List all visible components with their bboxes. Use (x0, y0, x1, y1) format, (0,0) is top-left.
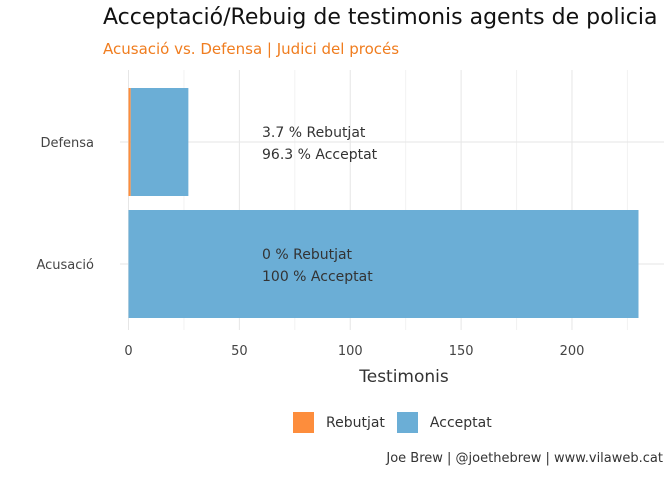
bar-annotation: 100 % Acceptat (262, 269, 373, 285)
x-axis-title: Testimonis (358, 367, 449, 387)
x-tick-label: 100 (338, 344, 363, 359)
x-tick-label: 50 (231, 344, 248, 359)
bar-annotation: 96.3 % Acceptat (262, 147, 378, 163)
x-tick-label: 150 (449, 344, 474, 359)
x-tick-label: 200 (560, 344, 585, 359)
chart-caption: Joe Brew | @joethebrew | www.vilaweb.cat (386, 451, 663, 466)
chart-plot: 3.7 % Rebutjat 96.3 % Acceptat 0 % Rebutja… (36, 70, 664, 387)
legend-label-rebutjat: Rebutjat (326, 414, 385, 431)
bar-acceptat-acusacio (128, 210, 639, 318)
bar-annotation: 0 % Rebutjat (262, 247, 353, 263)
legend-item-rebutjat: Rebutjat (293, 412, 385, 433)
chart-legend: Rebutjat Acceptat (293, 412, 504, 433)
legend-swatch-rebutjat (293, 412, 314, 433)
chart-title: Acceptació/Rebuig de testimonis agents d… (103, 5, 658, 30)
bar-annotation: 3.7 % Rebutjat (262, 125, 366, 141)
legend-item-acceptat: Acceptat (396, 412, 492, 433)
x-tick-label: 0 (124, 344, 132, 359)
bar-acceptat-defensa (130, 88, 189, 196)
y-tick-label: Acusació (36, 258, 94, 273)
chart-subtitle: Acusació vs. Defensa | Judici del procés (103, 40, 400, 58)
y-tick-label: Defensa (40, 136, 94, 151)
bar-rebutjat-defensa (128, 88, 131, 196)
legend-label-acceptat: Acceptat (429, 414, 492, 431)
legend-swatch-acceptat (396, 412, 418, 433)
